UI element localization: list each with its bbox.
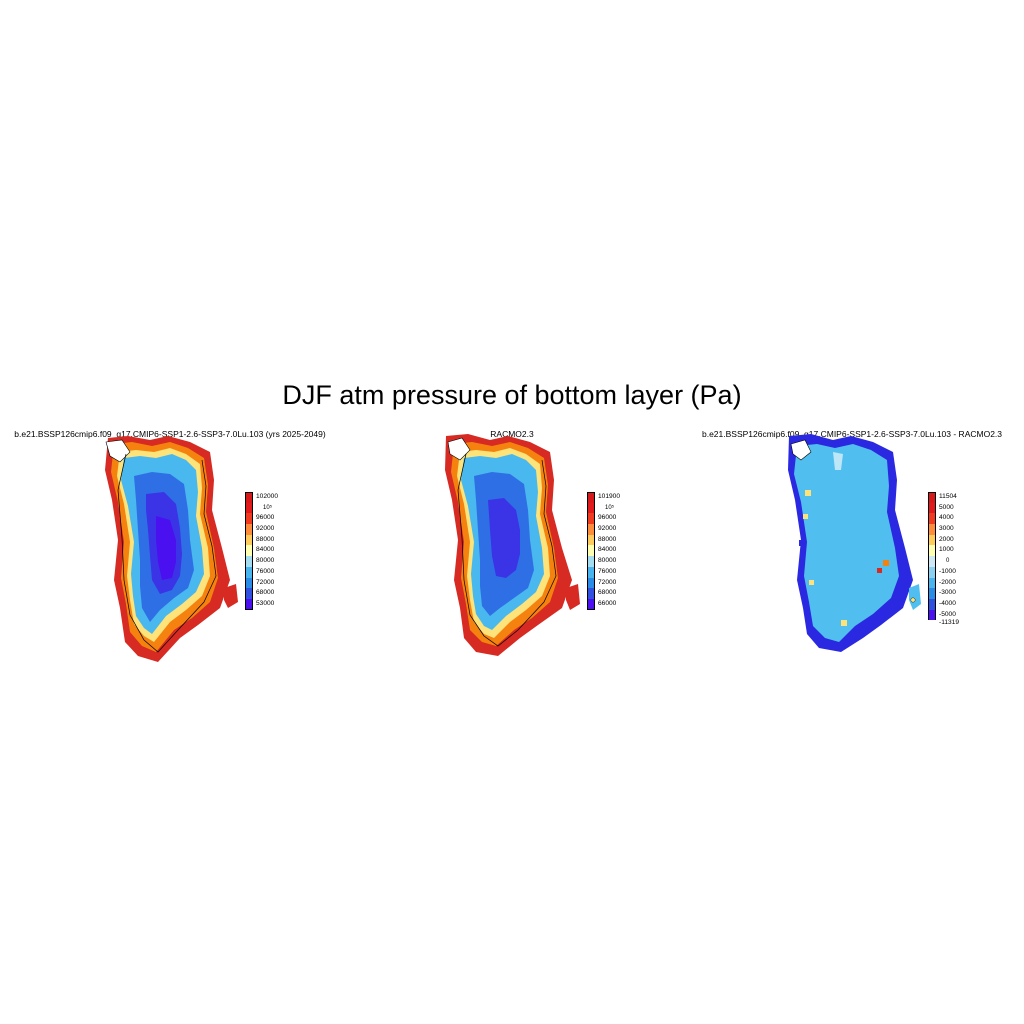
east-coast-patch: [566, 584, 580, 610]
colorbar-label: 96000: [256, 514, 275, 522]
colorbar-label: 68000: [256, 589, 275, 597]
colorbar-label: 3000: [939, 525, 954, 533]
colorbar-diff: 11504 5000 4000 3000 2000 1000 0 -1000 -…: [928, 492, 988, 626]
colorbar-label: 92000: [256, 525, 275, 533]
panel-title-model: b.e21.BSSP126cmip6.f09_g17.CMIP6-SSP1-2.…: [14, 429, 326, 439]
colorbar-label: 84000: [598, 546, 617, 554]
colorbar-label: 10⁵: [263, 505, 273, 512]
colorbar-label: -1000: [939, 567, 956, 575]
greenland-field-model: [105, 436, 230, 662]
colorbar-model: 102000 10⁵ 96000 92000 88000 84000 80000…: [245, 492, 305, 610]
colorbar-racmo: 101900 10⁵ 96000 92000 88000 84000 80000…: [587, 492, 647, 610]
map-panel-diff: [788, 434, 921, 652]
colorbar-label: 1000: [939, 546, 954, 554]
east-coast-patch: [909, 584, 921, 610]
ice-free-patch: [447, 437, 471, 461]
colorbar-label: 80000: [256, 557, 275, 565]
colorbar-label: 68000: [598, 589, 617, 597]
colorbar-label: 96000: [598, 514, 617, 522]
colorbar-label: 10⁵: [605, 505, 615, 512]
map-panel-racmo: [445, 434, 580, 656]
panel-title-diff: b.e21.BSSP126cmip6.f09_g17.CMIP6-SSP1-2.…: [701, 429, 1003, 439]
coastal-marker: [910, 597, 916, 603]
east-coast-patch: [224, 584, 238, 608]
figure-title: DJF atm pressure of bottom layer (Pa): [282, 380, 742, 410]
light-stripe: [833, 452, 843, 470]
colorbar-label: 5000: [939, 503, 954, 511]
colorbar-label: 2000: [939, 535, 954, 543]
colorbar-label: -2000: [939, 578, 956, 586]
coastline: [457, 453, 557, 647]
colorbar-label: 88000: [598, 535, 617, 543]
colorbar-label: -4000: [939, 599, 956, 607]
colorbar-label: 84000: [256, 546, 275, 554]
colorbar-label: 80000: [598, 557, 617, 565]
colorbar-label: 72000: [256, 578, 275, 586]
colorbar-label: 76000: [598, 567, 617, 575]
colorbar-label: -3000: [939, 589, 956, 597]
coastline: [117, 453, 217, 653]
colorbar-label: 88000: [256, 535, 275, 543]
colorbar-label: 101900: [598, 493, 621, 501]
colorbar-label: 53000: [256, 599, 275, 607]
colorbar-label: -11319: [939, 618, 960, 626]
colorbar-label: 0: [946, 558, 950, 565]
ice-free-patch: [790, 439, 812, 461]
colorbar-label: 66000: [598, 599, 617, 607]
panel-title-racmo: RACMO2.3: [490, 429, 534, 439]
colorbar-label: 11504: [939, 493, 957, 501]
colorbar-label: -5000: [939, 610, 956, 618]
map-panel-model: [105, 436, 238, 662]
colorbar-label: 92000: [598, 525, 617, 533]
colorbar-label: 76000: [256, 567, 275, 575]
colorbar-label: 4000: [939, 514, 954, 522]
greenland-field-racmo: [445, 434, 572, 656]
colorbar-label: 102000: [256, 493, 279, 501]
greenland-field-diff: [788, 434, 913, 652]
colorbar-label: 72000: [598, 578, 617, 586]
